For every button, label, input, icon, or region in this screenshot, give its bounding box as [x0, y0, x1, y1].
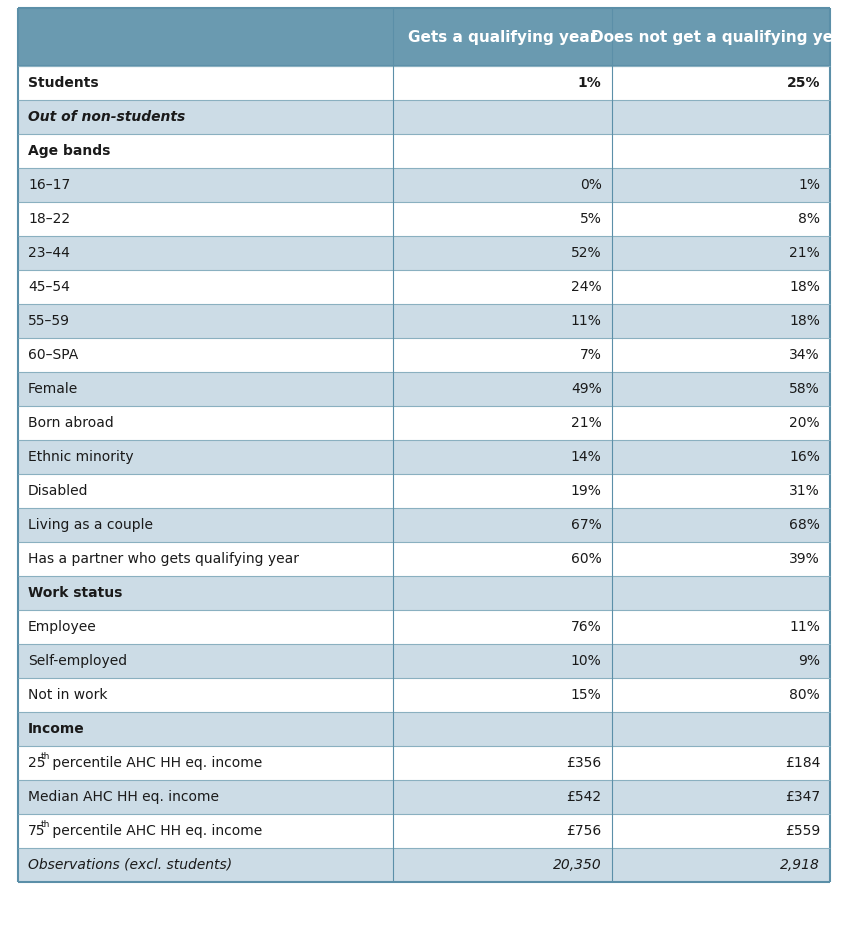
Text: 68%: 68% [789, 518, 820, 532]
Text: 58%: 58% [789, 382, 820, 396]
Text: th: th [41, 753, 50, 761]
Bar [18, 814, 830, 848]
Text: 5%: 5% [580, 212, 601, 226]
Bar [18, 746, 830, 780]
Bar [18, 508, 830, 542]
Text: 45–54: 45–54 [28, 280, 70, 294]
Bar [18, 270, 830, 304]
Text: 10%: 10% [571, 654, 601, 668]
Text: 1%: 1% [798, 178, 820, 192]
Text: 80%: 80% [789, 688, 820, 702]
Text: 19%: 19% [571, 484, 601, 498]
Text: 2,918: 2,918 [780, 858, 820, 872]
Text: Out of non-students: Out of non-students [28, 110, 185, 124]
Text: th: th [41, 820, 50, 829]
Text: Gets a qualifying year: Gets a qualifying year [408, 29, 597, 45]
Text: 7%: 7% [580, 348, 601, 362]
Text: 67%: 67% [571, 518, 601, 532]
Text: Born abroad: Born abroad [28, 416, 114, 430]
Text: Has a partner who gets qualifying year: Has a partner who gets qualifying year [28, 552, 299, 566]
Text: 15%: 15% [571, 688, 601, 702]
Bar [18, 304, 830, 338]
Bar [18, 100, 830, 134]
Text: 18–22: 18–22 [28, 212, 70, 226]
Text: 39%: 39% [789, 552, 820, 566]
Bar [18, 712, 830, 746]
Text: 11%: 11% [789, 620, 820, 634]
Text: Observations (excl. students): Observations (excl. students) [28, 858, 232, 872]
Text: 18%: 18% [789, 314, 820, 328]
Text: 18%: 18% [789, 280, 820, 294]
Text: Income: Income [28, 722, 85, 736]
Text: £559: £559 [784, 824, 820, 838]
Bar [18, 780, 830, 814]
Text: Self-employed: Self-employed [28, 654, 127, 668]
Bar [18, 338, 830, 372]
Text: percentile AHC HH eq. income: percentile AHC HH eq. income [48, 824, 263, 838]
Bar [18, 66, 830, 100]
Text: Median AHC HH eq. income: Median AHC HH eq. income [28, 790, 219, 804]
Bar [18, 236, 830, 270]
Text: 20,350: 20,350 [553, 858, 601, 872]
Bar [18, 644, 830, 678]
Text: £756: £756 [566, 824, 601, 838]
Bar [18, 440, 830, 474]
Text: 49%: 49% [571, 382, 601, 396]
Text: Ethnic minority: Ethnic minority [28, 450, 134, 464]
Text: 60–SPA: 60–SPA [28, 348, 78, 362]
Text: Does not get a qualifying year: Does not get a qualifying year [591, 29, 848, 45]
Text: £356: £356 [566, 756, 601, 770]
Text: 16%: 16% [789, 450, 820, 464]
Text: 11%: 11% [571, 314, 601, 328]
Text: £542: £542 [566, 790, 601, 804]
Bar [18, 202, 830, 236]
Text: 24%: 24% [571, 280, 601, 294]
Text: 76%: 76% [571, 620, 601, 634]
Text: 25: 25 [28, 756, 46, 770]
Bar [18, 542, 830, 576]
Bar [18, 134, 830, 168]
Text: Not in work: Not in work [28, 688, 108, 702]
Bar [18, 372, 830, 406]
Bar [18, 576, 830, 610]
Text: 1%: 1% [577, 76, 601, 90]
Text: £184: £184 [784, 756, 820, 770]
Bar [18, 848, 830, 882]
Text: Living as a couple: Living as a couple [28, 518, 153, 532]
Text: 14%: 14% [571, 450, 601, 464]
Text: 8%: 8% [798, 212, 820, 226]
Bar [18, 678, 830, 712]
Text: 20%: 20% [789, 416, 820, 430]
Text: £347: £347 [785, 790, 820, 804]
Text: percentile AHC HH eq. income: percentile AHC HH eq. income [48, 756, 263, 770]
Text: 31%: 31% [789, 484, 820, 498]
Text: 0%: 0% [580, 178, 601, 192]
Text: Students: Students [28, 76, 98, 90]
Text: 75: 75 [28, 824, 46, 838]
Bar [18, 8, 830, 66]
Bar [18, 474, 830, 508]
Bar [18, 406, 830, 440]
Bar [18, 610, 830, 644]
Text: 52%: 52% [571, 246, 601, 260]
Text: 23–44: 23–44 [28, 246, 70, 260]
Text: 21%: 21% [789, 246, 820, 260]
Text: Employee: Employee [28, 620, 97, 634]
Text: 25%: 25% [786, 76, 820, 90]
Text: 60%: 60% [571, 552, 601, 566]
Text: 9%: 9% [798, 654, 820, 668]
Text: 16–17: 16–17 [28, 178, 70, 192]
Bar [18, 168, 830, 202]
Text: 21%: 21% [571, 416, 601, 430]
Text: 55–59: 55–59 [28, 314, 70, 328]
Text: Age bands: Age bands [28, 144, 110, 158]
Text: 34%: 34% [789, 348, 820, 362]
Text: Female: Female [28, 382, 78, 396]
Text: Disabled: Disabled [28, 484, 88, 498]
Text: Work status: Work status [28, 586, 122, 600]
